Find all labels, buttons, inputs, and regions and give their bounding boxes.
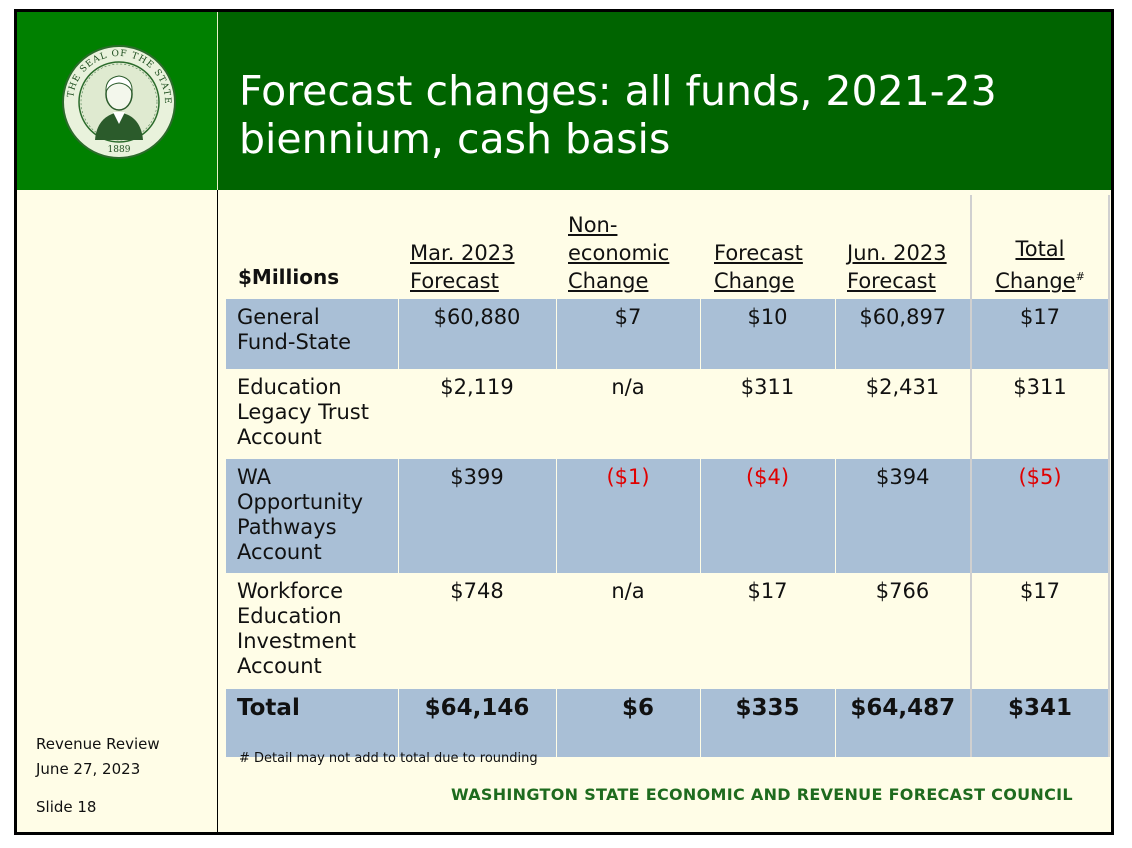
footnote: # Detail may not add to total due to rou… — [239, 751, 538, 766]
table-header-row: $Millions Mar. 2023 Forecast Non-economic… — [226, 195, 1110, 299]
council-name: WASHINGTON STATE ECONOMIC AND REVENUE FO… — [451, 785, 1073, 804]
table-cell: $17 — [970, 299, 1110, 369]
table-cell: $64,487 — [834, 689, 971, 757]
table-cell: $766 — [875, 579, 930, 603]
footnote-mark: # — [1075, 270, 1085, 283]
column-header-forecast-change: Forecast Change — [714, 241, 803, 293]
state-seal-icon: THE SEAL OF THE STATE OF WASHINGTON 1889 — [59, 42, 176, 159]
svg-text:1889: 1889 — [108, 145, 131, 155]
table-cell: $60,880 — [397, 299, 556, 369]
slide-number: Slide 18 — [36, 798, 97, 816]
row-label: Education Legacy Trust Account — [237, 375, 369, 449]
table-cell: $399 — [397, 459, 556, 573]
sidebar-divider — [217, 190, 218, 832]
column-header-noneconomic-change: Non-economic Change — [568, 213, 670, 293]
title-bar: THE SEAL OF THE STATE OF WASHINGTON 1889… — [17, 12, 1111, 190]
table-row: Workforce Education Investment Account $748… — [226, 573, 1110, 689]
row-header-label: $Millions — [238, 265, 340, 289]
table-cell: $341 — [970, 689, 1110, 757]
table-cell: $748 — [450, 579, 504, 603]
table-cell: ($4) — [699, 459, 835, 573]
table-cell: $311 — [970, 369, 1110, 459]
row-label: General Fund-State — [226, 299, 398, 369]
table-cell: $311 — [740, 375, 795, 399]
table-cell: n/a — [611, 375, 645, 399]
column-header-jun-forecast: Jun. 2023 Forecast — [847, 241, 947, 293]
table-row: WA Opportunity Pathways Account $399 ($1) (… — [226, 459, 1110, 573]
table-cell: $17 — [970, 573, 1110, 689]
total-label: Total — [226, 689, 398, 757]
table-cell: ($1) — [555, 459, 700, 573]
page-title: Forecast changes: all funds, 2021-23 bie… — [239, 67, 997, 163]
row-label: Workforce Education Investment Account — [237, 579, 356, 678]
table-cell: n/a — [611, 579, 645, 603]
row-label: WA Opportunity Pathways Account — [226, 459, 398, 573]
table-cell: $64,146 — [397, 689, 556, 757]
table-cell: $2,119 — [440, 375, 514, 399]
column-header-total-change: Total Change# — [970, 195, 1110, 299]
table-row: General Fund-State $60,880 $7 $10 $60,897… — [226, 299, 1110, 369]
table-cell: $2,431 — [865, 375, 940, 399]
review-label: Revenue Review — [36, 735, 160, 753]
table-cell: $335 — [699, 689, 835, 757]
table-cell: $394 — [834, 459, 971, 573]
forecast-table: $Millions Mar. 2023 Forecast Non-economic… — [226, 195, 1110, 757]
slide: THE SEAL OF THE STATE OF WASHINGTON 1889… — [14, 9, 1114, 835]
total-row: Total $64,146 $6 $335 $64,487 $341 — [226, 689, 1110, 757]
table-cell: $10 — [699, 299, 835, 369]
table-row: Education Legacy Trust Account $2,119 n/a … — [226, 369, 1110, 459]
seal-panel: THE SEAL OF THE STATE OF WASHINGTON 1889 — [17, 12, 218, 190]
table-cell: $6 — [555, 689, 700, 757]
table-cell: $17 — [747, 579, 788, 603]
table-cell: ($5) — [970, 459, 1110, 573]
table-cell: $60,897 — [834, 299, 971, 369]
table-cell: $7 — [555, 299, 700, 369]
column-header-mar-forecast: Mar. 2023 Forecast — [410, 241, 515, 293]
review-date: June 27, 2023 — [36, 760, 141, 778]
